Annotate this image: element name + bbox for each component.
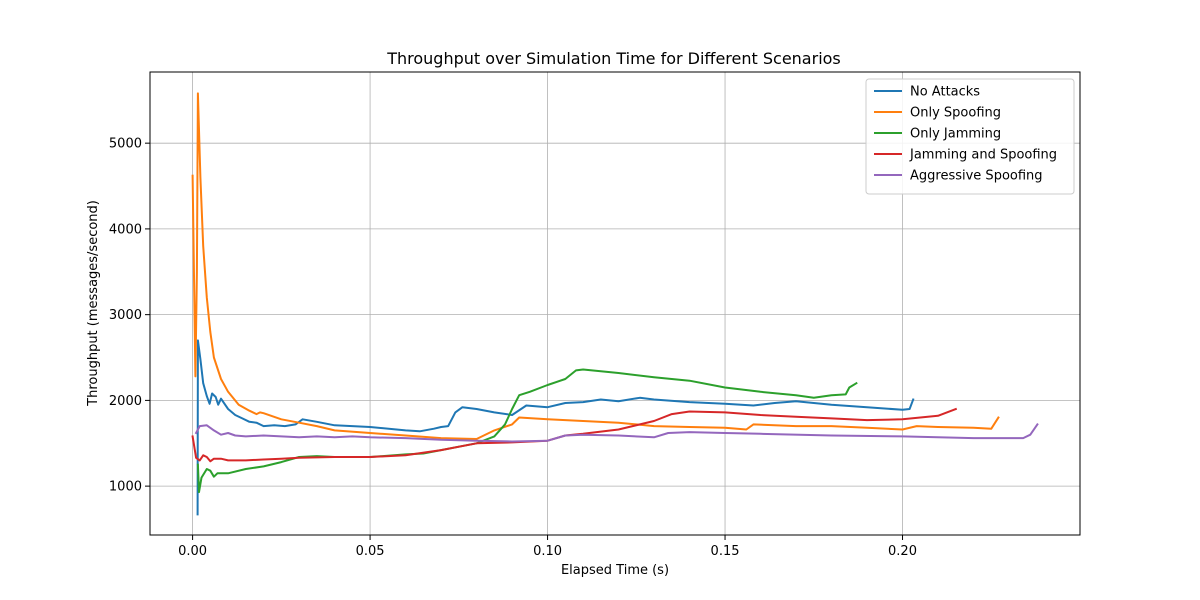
y-axis-label: Throughput (messages/second): [86, 200, 101, 407]
y-tick-label: 5000: [109, 137, 142, 152]
series-line-3: [196, 368, 858, 494]
x-tick-label: 0.20: [888, 544, 917, 559]
x-tick-label: 0.05: [356, 544, 385, 559]
series-line-5: [194, 423, 1039, 443]
y-tick-label: 3000: [109, 308, 142, 323]
x-tick-label: 0.10: [533, 544, 562, 559]
axis-ticks: 0.00 0.05 0.10 0.15 0.20 1000 2000 3000 4000 5000: [109, 137, 917, 559]
legend-entry: Jamming and Spoofing: [909, 148, 1057, 163]
series-line-2: [191, 92, 1000, 440]
y-tick-label: 4000: [109, 222, 142, 237]
x-axis-label: Elapsed Time (s): [561, 563, 669, 578]
series-line-4: [191, 407, 958, 463]
x-tick-label: 0.15: [711, 544, 740, 559]
legend-entry: No Attacks: [910, 85, 980, 100]
legend-entry: Only Spoofing: [910, 106, 1001, 121]
chart-title: Throughput over Simulation Time for Diff…: [386, 49, 841, 68]
x-tick-label: 0.00: [178, 544, 207, 559]
y-tick-label: 1000: [109, 480, 142, 495]
y-tick-label: 2000: [109, 394, 142, 409]
series-line-1: [196, 339, 915, 516]
legend-box: [865, 78, 1075, 195]
legend: No Attacks Only Spoofing Only Jamming Jammi…: [865, 78, 1075, 195]
legend-entry: Aggressive Spoofing: [910, 169, 1043, 184]
plot-series: [191, 92, 1039, 516]
plot-frame: [149, 71, 1081, 536]
legend-entry: Only Jamming: [910, 127, 1001, 142]
